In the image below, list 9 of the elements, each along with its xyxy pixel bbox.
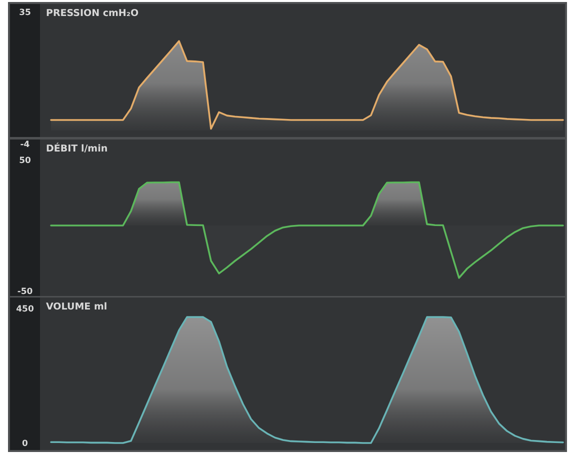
y-tick-label: -50: [17, 286, 33, 297]
y-tick-label: 0: [22, 438, 28, 449]
y-tick-label: 50: [19, 156, 31, 166]
y-tick-label: 35: [19, 8, 31, 18]
chart-title: DÉBIT l/min: [46, 142, 108, 154]
chart-title: VOLUME ml: [46, 302, 108, 312]
y-tick-label: -4: [20, 140, 30, 150]
y-tick-label: 450: [16, 304, 34, 314]
chart-title: PRESSION cmH₂O: [46, 8, 139, 19]
